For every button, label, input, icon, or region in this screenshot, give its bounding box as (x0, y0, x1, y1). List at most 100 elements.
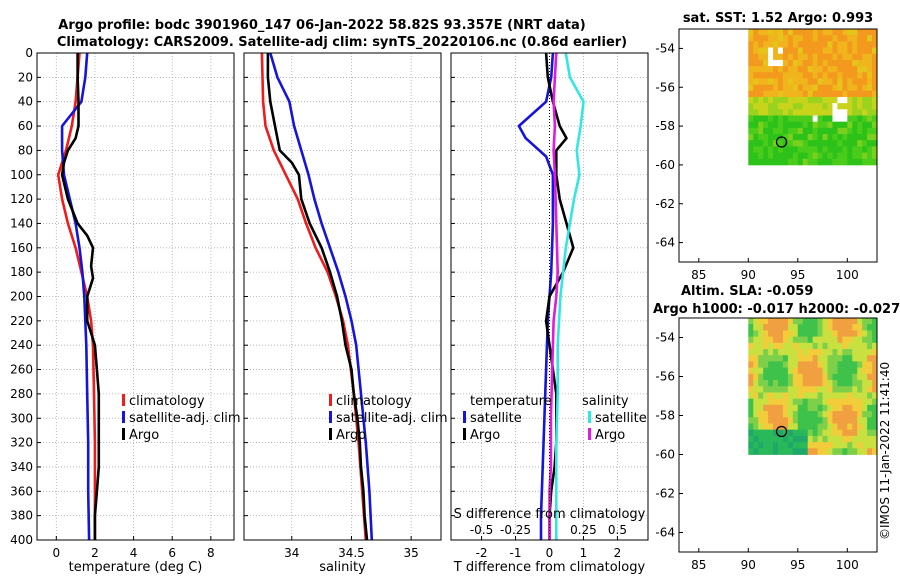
map-cell (778, 90, 784, 98)
map-cell (768, 398, 774, 406)
map-cell (812, 361, 818, 369)
map-cell (782, 59, 789, 67)
map-cell (852, 404, 858, 412)
map-cell (827, 29, 833, 36)
map-cell (852, 386, 858, 393)
map-cell (807, 140, 814, 147)
map-cell (792, 342, 799, 350)
map-cell (753, 423, 759, 431)
map-cell (827, 47, 833, 55)
map-cell (842, 90, 848, 98)
map-cell (817, 448, 823, 455)
map-cell (852, 72, 858, 79)
map-cell (778, 158, 784, 166)
map-cell (792, 78, 799, 85)
map-cell (862, 109, 868, 116)
map-cell (817, 361, 823, 369)
map-cell (787, 429, 794, 437)
map-cell (758, 53, 764, 61)
map-cell (763, 342, 769, 350)
y-tick-label: -64 (655, 526, 675, 540)
map-cell (872, 404, 878, 412)
y-tick-label: 40 (18, 95, 33, 109)
map-cell (748, 324, 754, 331)
y-tick-label: -60 (655, 158, 675, 172)
map-cell (763, 29, 769, 36)
map-cell (768, 367, 774, 375)
map-cell (807, 336, 814, 344)
map-cell (787, 318, 794, 325)
map-cell (758, 109, 764, 116)
x-axis-label: temperature (deg C) (69, 560, 203, 575)
y-tick-label: 320 (10, 436, 33, 450)
map-cell (778, 47, 784, 55)
y-tick-label: -54 (655, 41, 675, 55)
map-cell (778, 72, 784, 79)
map-cell (802, 84, 809, 92)
map-cell (753, 435, 759, 443)
map-cell (827, 442, 833, 449)
map-cell (822, 349, 828, 356)
map-cell (822, 330, 828, 338)
map-cell (778, 448, 784, 455)
map-cell (857, 349, 863, 356)
map-cell (782, 41, 789, 48)
map-cell (837, 146, 843, 153)
map-cell (807, 158, 814, 166)
map-cell (778, 146, 784, 153)
map-cell (822, 127, 828, 135)
map-cell (827, 342, 833, 350)
map-cell (782, 336, 789, 344)
map-cell (817, 152, 823, 160)
map-cell (862, 84, 868, 92)
map-cell (862, 59, 868, 67)
map-cell (832, 342, 838, 350)
map-cell (852, 349, 858, 356)
map-cell (782, 66, 789, 73)
map-cell (832, 392, 838, 400)
x-tick-label: 90 (741, 558, 756, 572)
map-cell (807, 115, 814, 123)
map-cell (832, 158, 838, 166)
map-cell (842, 404, 848, 412)
map-cell (748, 84, 754, 92)
map-cell (847, 324, 853, 331)
map-cell (807, 330, 814, 338)
map-cell (753, 355, 759, 362)
map-cell (817, 373, 823, 381)
map-cell (817, 435, 823, 443)
map-cell (748, 349, 754, 356)
map-cell (822, 115, 828, 123)
map-cell (802, 336, 809, 344)
map-cell (867, 78, 873, 85)
map-cell (797, 59, 804, 67)
map-cell (867, 158, 873, 166)
map-cell (837, 78, 843, 85)
map-cell (862, 423, 868, 431)
map-cell (758, 35, 764, 42)
argo-position-marker (775, 136, 788, 148)
map-cell (778, 140, 784, 147)
map-cell (842, 115, 848, 123)
map-cell (827, 121, 833, 129)
map-cell (802, 423, 809, 431)
map-cell (872, 134, 878, 141)
map-cell (817, 109, 823, 116)
map-cell (778, 392, 784, 400)
map-cell (778, 373, 784, 381)
map-cell (812, 367, 818, 375)
map-cell (758, 398, 764, 406)
map-cell (768, 90, 774, 98)
map-cell (768, 127, 774, 135)
map-cell (787, 448, 794, 455)
map-cell (748, 392, 754, 400)
map-cell (852, 121, 858, 129)
map-cell (812, 41, 818, 48)
map-cell (758, 121, 764, 129)
map-cell (842, 367, 848, 375)
legend-swatch (463, 411, 466, 423)
map-cell (782, 429, 789, 437)
map-cell (773, 90, 779, 98)
map-cell (807, 435, 814, 443)
map-cell (817, 349, 823, 356)
